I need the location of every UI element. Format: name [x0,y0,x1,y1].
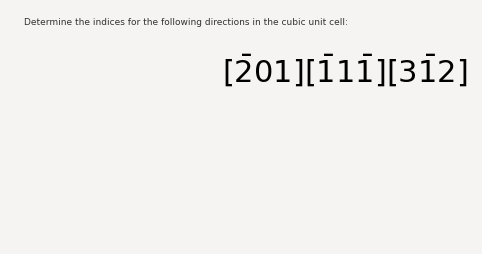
Text: Determine the indices for the following directions in the cubic unit cell:: Determine the indices for the following … [24,18,348,27]
Text: $[\bar{2}01][\bar{1}1\bar{1}][3\bar{1}2]$: $[\bar{2}01][\bar{1}1\bar{1}][3\bar{1}2]… [222,53,468,89]
